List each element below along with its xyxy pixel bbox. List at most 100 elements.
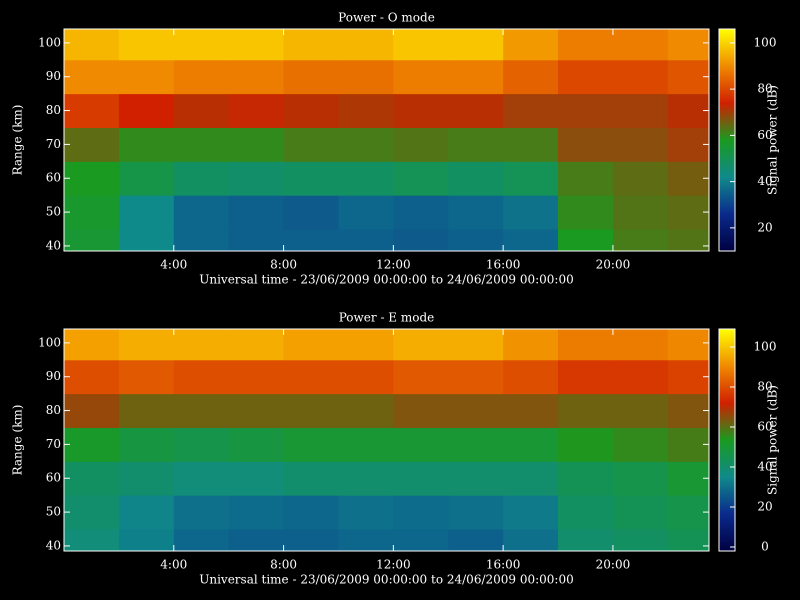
- heat-cell: [173, 427, 230, 462]
- heat-cell: [393, 127, 449, 162]
- heat-cell: [118, 393, 175, 428]
- heat-cell: [667, 229, 709, 251]
- heat-cell: [118, 127, 175, 162]
- colorbar-tick-label: 60: [757, 420, 772, 434]
- heat-cell: [118, 495, 175, 530]
- heat-cell: [228, 195, 285, 230]
- heat-cell: [64, 427, 120, 462]
- heat-cell: [448, 461, 504, 496]
- heat-cell: [173, 29, 230, 61]
- heat-cell: [283, 59, 339, 95]
- heat-cell: [228, 329, 285, 361]
- heat-cell: [173, 329, 230, 361]
- y-tick-label: 80: [46, 403, 61, 417]
- colorbar: [718, 28, 736, 252]
- heat-cell: [448, 427, 504, 462]
- heat-cell: [228, 359, 285, 395]
- heat-cell: [173, 161, 230, 196]
- heat-cell: [118, 161, 175, 196]
- heat-cell: [503, 329, 559, 361]
- heat-cell: [283, 29, 339, 61]
- heat-cell: [612, 161, 669, 196]
- heat-cell: [612, 461, 669, 496]
- heat-cell: [558, 529, 614, 551]
- heat-cell: [503, 461, 559, 496]
- heat-cell: [667, 461, 709, 496]
- heat-cell: [64, 359, 120, 395]
- y-tick-label: 100: [38, 335, 61, 349]
- heat-cell: [558, 93, 614, 128]
- heat-cell: [283, 161, 339, 196]
- heat-cell: [118, 427, 175, 462]
- heat-cell: [503, 195, 559, 230]
- heat-cell: [64, 93, 120, 128]
- heat-cell: [64, 59, 120, 95]
- heat-cell: [558, 495, 614, 530]
- chart-title: Power - E mode: [339, 311, 435, 325]
- heat-cell: [173, 529, 230, 551]
- heat-cell: [448, 329, 504, 361]
- heat-cell: [283, 229, 339, 251]
- heat-cell: [667, 161, 709, 196]
- heat-cell: [64, 127, 120, 162]
- x-tick-label: 12:00: [376, 558, 411, 572]
- heat-cell: [283, 427, 339, 462]
- heat-cell: [64, 393, 120, 428]
- heat-cell: [667, 393, 709, 428]
- heat-cell: [64, 195, 120, 230]
- heatmap: [64, 329, 709, 551]
- x-tick-label: 4:00: [160, 258, 187, 272]
- colorbar-tick-label: 0: [761, 540, 769, 554]
- heat-cell: [228, 93, 285, 128]
- x-tick-label: 20:00: [596, 258, 631, 272]
- heat-cell: [338, 229, 394, 251]
- heat-cell: [612, 427, 669, 462]
- y-tick-label: 100: [38, 35, 61, 49]
- heat-cell: [338, 59, 394, 95]
- heat-cell: [503, 529, 559, 551]
- plot-frame: [63, 28, 710, 252]
- heat-cell: [118, 93, 175, 128]
- heat-cell: [338, 359, 394, 395]
- heat-cell: [173, 59, 230, 95]
- heat-cell: [173, 495, 230, 530]
- heat-cell: [393, 495, 449, 530]
- heat-cell: [338, 329, 394, 361]
- heat-cell: [667, 495, 709, 530]
- heat-cell: [338, 461, 394, 496]
- heat-cell: [283, 359, 339, 395]
- x-tick-label: 4:00: [160, 558, 187, 572]
- heat-cell: [612, 359, 669, 395]
- heat-cell: [558, 427, 614, 462]
- heat-cell: [338, 127, 394, 162]
- y-tick-label: 60: [46, 471, 61, 485]
- heat-cell: [393, 529, 449, 551]
- heat-cell: [338, 195, 394, 230]
- heat-cell: [558, 359, 614, 395]
- x-axis-label: Universal time - 23/06/2009 00:00:00 to …: [199, 573, 574, 587]
- colorbar-label: Signal power (dB): [766, 385, 780, 495]
- heat-cell: [558, 329, 614, 361]
- heat-cell: [228, 229, 285, 251]
- heat-cell: [448, 195, 504, 230]
- heat-cell: [503, 359, 559, 395]
- heat-cell: [338, 161, 394, 196]
- heat-cell: [503, 229, 559, 251]
- heat-cell: [612, 393, 669, 428]
- heat-cell: [338, 529, 394, 551]
- heat-cell: [393, 161, 449, 196]
- heat-cell: [558, 393, 614, 428]
- heat-cell: [283, 461, 339, 496]
- heat-cell: [64, 29, 120, 61]
- heat-cell: [393, 229, 449, 251]
- heat-cell: [173, 461, 230, 496]
- heat-cell: [228, 529, 285, 551]
- heat-cell: [667, 195, 709, 230]
- y-tick-label: 70: [46, 137, 61, 151]
- heat-cell: [612, 229, 669, 251]
- y-tick-label: 80: [46, 103, 61, 117]
- colorbar-tick-label: 80: [757, 82, 772, 96]
- heat-cell: [228, 461, 285, 496]
- heat-cell: [283, 127, 339, 162]
- colorbar-tick-label: 100: [754, 340, 777, 354]
